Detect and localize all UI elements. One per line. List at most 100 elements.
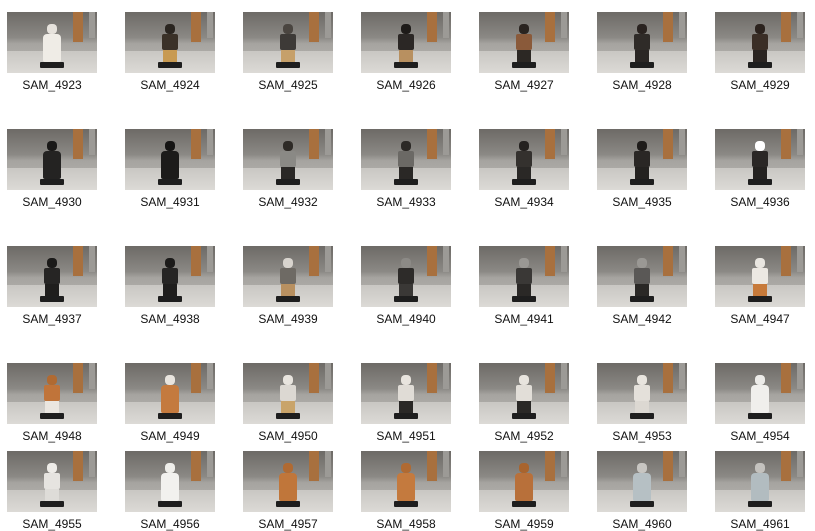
minifigure-stand <box>40 501 64 507</box>
file-thumbnail[interactable] <box>597 363 687 424</box>
file-thumbnail[interactable] <box>597 451 687 512</box>
file-name: SAM_4942 <box>612 312 672 326</box>
file-thumbnail[interactable] <box>125 129 215 190</box>
minifigure-stand <box>40 179 64 185</box>
file-item[interactable]: SAM_4923 <box>0 12 118 92</box>
file-item[interactable]: SAM_4927 <box>472 12 590 92</box>
background-door <box>781 129 791 159</box>
file-item[interactable]: SAM_4928 <box>590 12 708 92</box>
file-item[interactable]: SAM_4936 <box>708 129 815 209</box>
file-thumbnail[interactable] <box>479 246 569 307</box>
background-door <box>781 451 791 481</box>
file-item[interactable]: SAM_4938 <box>118 246 236 326</box>
file-thumbnail[interactable] <box>361 246 451 307</box>
background-wall-panel <box>207 363 213 389</box>
file-item[interactable]: SAM_4955 <box>0 451 118 531</box>
file-thumbnail[interactable] <box>243 246 333 307</box>
file-item[interactable]: SAM_4960 <box>590 451 708 531</box>
file-item[interactable]: SAM_4961 <box>708 451 815 531</box>
minifigure-head <box>637 375 647 385</box>
file-item[interactable]: SAM_4942 <box>590 246 708 326</box>
file-thumbnail[interactable] <box>243 451 333 512</box>
minifigure-legs <box>517 167 531 179</box>
file-thumbnail[interactable] <box>125 363 215 424</box>
file-item[interactable]: SAM_4959 <box>472 451 590 531</box>
file-thumbnail[interactable] <box>715 363 805 424</box>
file-item[interactable]: SAM_4953 <box>590 363 708 443</box>
file-thumbnail[interactable] <box>125 12 215 73</box>
file-thumbnail[interactable] <box>479 129 569 190</box>
minifigure-legs <box>281 50 295 62</box>
background-door <box>73 363 83 393</box>
file-item[interactable]: SAM_4952 <box>472 363 590 443</box>
file-item[interactable]: SAM_4933 <box>354 129 472 209</box>
file-thumbnail[interactable] <box>715 129 805 190</box>
file-item[interactable]: SAM_4932 <box>236 129 354 209</box>
file-thumbnail[interactable] <box>7 451 97 512</box>
file-thumbnail[interactable] <box>715 451 805 512</box>
background-door <box>427 363 437 393</box>
file-thumbnail[interactable] <box>361 129 451 190</box>
file-thumbnail[interactable] <box>361 12 451 73</box>
file-thumbnail[interactable] <box>125 451 215 512</box>
file-item[interactable]: SAM_4939 <box>236 246 354 326</box>
minifigure-stand <box>276 179 300 185</box>
file-name: SAM_4953 <box>612 429 672 443</box>
minifigure <box>748 24 772 68</box>
file-item[interactable]: SAM_4937 <box>0 246 118 326</box>
file-thumbnail[interactable] <box>715 246 805 307</box>
minifigure <box>630 141 654 185</box>
file-thumbnail[interactable] <box>7 129 97 190</box>
file-item[interactable]: SAM_4950 <box>236 363 354 443</box>
file-thumbnail[interactable] <box>479 12 569 73</box>
minifigure-stand <box>512 413 536 419</box>
file-thumbnail[interactable] <box>361 363 451 424</box>
file-item[interactable]: SAM_4940 <box>354 246 472 326</box>
file-thumbnail[interactable] <box>7 246 97 307</box>
file-thumbnail[interactable] <box>715 12 805 73</box>
file-thumbnail[interactable] <box>597 246 687 307</box>
file-thumbnail[interactable] <box>125 246 215 307</box>
file-thumbnail[interactable] <box>243 363 333 424</box>
minifigure-legs <box>635 284 649 296</box>
minifigure <box>40 24 64 68</box>
file-item[interactable]: SAM_4931 <box>118 129 236 209</box>
minifigure <box>276 258 300 302</box>
file-item[interactable]: SAM_4954 <box>708 363 815 443</box>
file-item[interactable]: SAM_4934 <box>472 129 590 209</box>
file-thumbnail[interactable] <box>597 12 687 73</box>
minifigure-stand <box>394 179 418 185</box>
file-thumbnail[interactable] <box>479 363 569 424</box>
minifigure-head <box>519 258 529 268</box>
file-item[interactable]: SAM_4949 <box>118 363 236 443</box>
file-item[interactable]: SAM_4957 <box>236 451 354 531</box>
file-name: SAM_4950 <box>258 429 318 443</box>
file-thumbnail[interactable] <box>597 129 687 190</box>
file-item[interactable]: SAM_4941 <box>472 246 590 326</box>
file-item[interactable]: SAM_4935 <box>590 129 708 209</box>
file-name: SAM_4929 <box>730 78 790 92</box>
background-wall-panel <box>443 246 449 272</box>
minifigure-stand <box>512 62 536 68</box>
background-wall-panel <box>325 246 331 272</box>
file-thumbnail[interactable] <box>479 451 569 512</box>
file-item[interactable]: SAM_4930 <box>0 129 118 209</box>
file-thumbnail[interactable] <box>243 12 333 73</box>
file-item[interactable]: SAM_4951 <box>354 363 472 443</box>
file-thumbnail[interactable] <box>243 129 333 190</box>
file-thumbnail[interactable] <box>7 12 97 73</box>
file-item[interactable]: SAM_4926 <box>354 12 472 92</box>
file-item[interactable]: SAM_4948 <box>0 363 118 443</box>
file-item[interactable]: SAM_4924 <box>118 12 236 92</box>
background-wall-panel <box>443 451 449 477</box>
file-thumbnail[interactable] <box>7 363 97 424</box>
file-item[interactable]: SAM_4929 <box>708 12 815 92</box>
file-item[interactable]: SAM_4925 <box>236 12 354 92</box>
file-item[interactable]: SAM_4956 <box>118 451 236 531</box>
minifigure-body <box>515 473 533 501</box>
file-item[interactable]: SAM_4958 <box>354 451 472 531</box>
minifigure-head <box>283 375 293 385</box>
minifigure-stand <box>630 62 654 68</box>
file-item[interactable]: SAM_4947 <box>708 246 815 326</box>
file-thumbnail[interactable] <box>361 451 451 512</box>
